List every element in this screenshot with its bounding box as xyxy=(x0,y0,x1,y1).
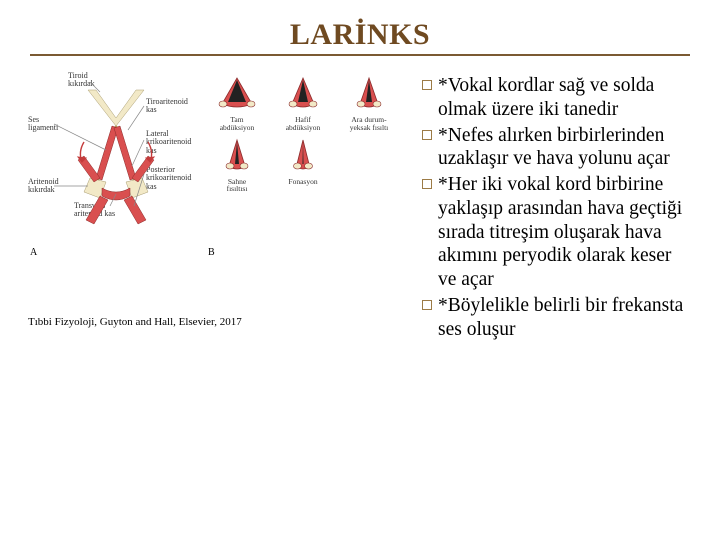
glottis-state-fig xyxy=(348,74,390,114)
bullet-text: *Her iki vokal kord birbirine yaklaşıp a… xyxy=(438,173,692,292)
bullet-text: *Vokal kordlar sağ ve solda olmak üzere … xyxy=(438,74,692,122)
anatomy-figure: Tiroid kıkırdak Ses ligamenti Aritenoid … xyxy=(28,70,200,258)
content-row: Tiroid kıkırdak Ses ligamenti Aritenoid … xyxy=(28,70,692,344)
glottis-state-fig xyxy=(282,136,324,176)
glottis-state: Sahne fısıltısı xyxy=(208,136,266,194)
panel-b: Tam abdüksiyon Hafif abdüksiyon Ara duru… xyxy=(208,70,408,258)
glottis-state: Ara durum- yeksak fısıltı xyxy=(340,74,398,132)
panel-b-label: B xyxy=(208,247,215,258)
glottis-state-fig xyxy=(216,74,258,114)
bullet-text: *Nefes alırken birbirlerinden uzaklaşır … xyxy=(438,124,692,172)
bullet-text: *Böylelikle belirli bir frekansta ses ol… xyxy=(438,294,692,342)
glottis-state: Tam abdüksiyon xyxy=(208,74,266,132)
glottis-state-label: Tam abdüksiyon xyxy=(220,116,255,132)
title-wrap: LARİNKS xyxy=(28,18,692,52)
panel-a-label: A xyxy=(30,247,37,258)
figure-column: Tiroid kıkırdak Ses ligamenti Aritenoid … xyxy=(28,70,408,344)
glottis-state: Fonasyon xyxy=(274,136,332,194)
panel-a: Tiroid kıkırdak Ses ligamenti Aritenoid … xyxy=(28,70,200,258)
bullet-item: *Her iki vokal kord birbirine yaklaşıp a… xyxy=(422,173,692,292)
glottis-state: Hafif abdüksiyon xyxy=(274,74,332,132)
bullet-list: *Vokal kordlar sağ ve solda olmak üzere … xyxy=(422,74,692,344)
glottis-state-fig xyxy=(216,136,258,176)
bullet-marker-icon xyxy=(422,130,432,140)
glottis-state-label: Fonasyon xyxy=(288,178,317,186)
slide: LARİNKS Tiroid kıkırdak Ses ligamenti Ar… xyxy=(0,0,720,540)
glottis-state-fig xyxy=(282,74,324,114)
page-title: LARİNKS xyxy=(290,18,430,52)
text-column: *Vokal kordlar sağ ve solda olmak üzere … xyxy=(422,70,692,344)
bullet-marker-icon xyxy=(422,300,432,310)
bullet-marker-icon xyxy=(422,80,432,90)
anatomy-svg xyxy=(28,70,200,258)
bullet-marker-icon xyxy=(422,179,432,189)
larynx-diagram: Tiroid kıkırdak Ses ligamenti Aritenoid … xyxy=(28,70,408,258)
glottis-state-label: Sahne fısıltısı xyxy=(227,178,248,194)
bullet-item: *Nefes alırken birbirlerinden uzaklaşır … xyxy=(422,124,692,172)
glottis-state-label: Ara durum- yeksak fısıltı xyxy=(350,116,389,132)
title-underline xyxy=(30,54,690,56)
bullet-item: *Böylelikle belirli bir frekansta ses ol… xyxy=(422,294,692,342)
glottis-states: Tam abdüksiyon Hafif abdüksiyon Ara duru… xyxy=(208,70,408,193)
figure-caption: Tıbbi Fizyoloji, Guyton and Hall, Elsevi… xyxy=(28,316,408,328)
glottis-state-label: Hafif abdüksiyon xyxy=(286,116,321,132)
bullet-item: *Vokal kordlar sağ ve solda olmak üzere … xyxy=(422,74,692,122)
